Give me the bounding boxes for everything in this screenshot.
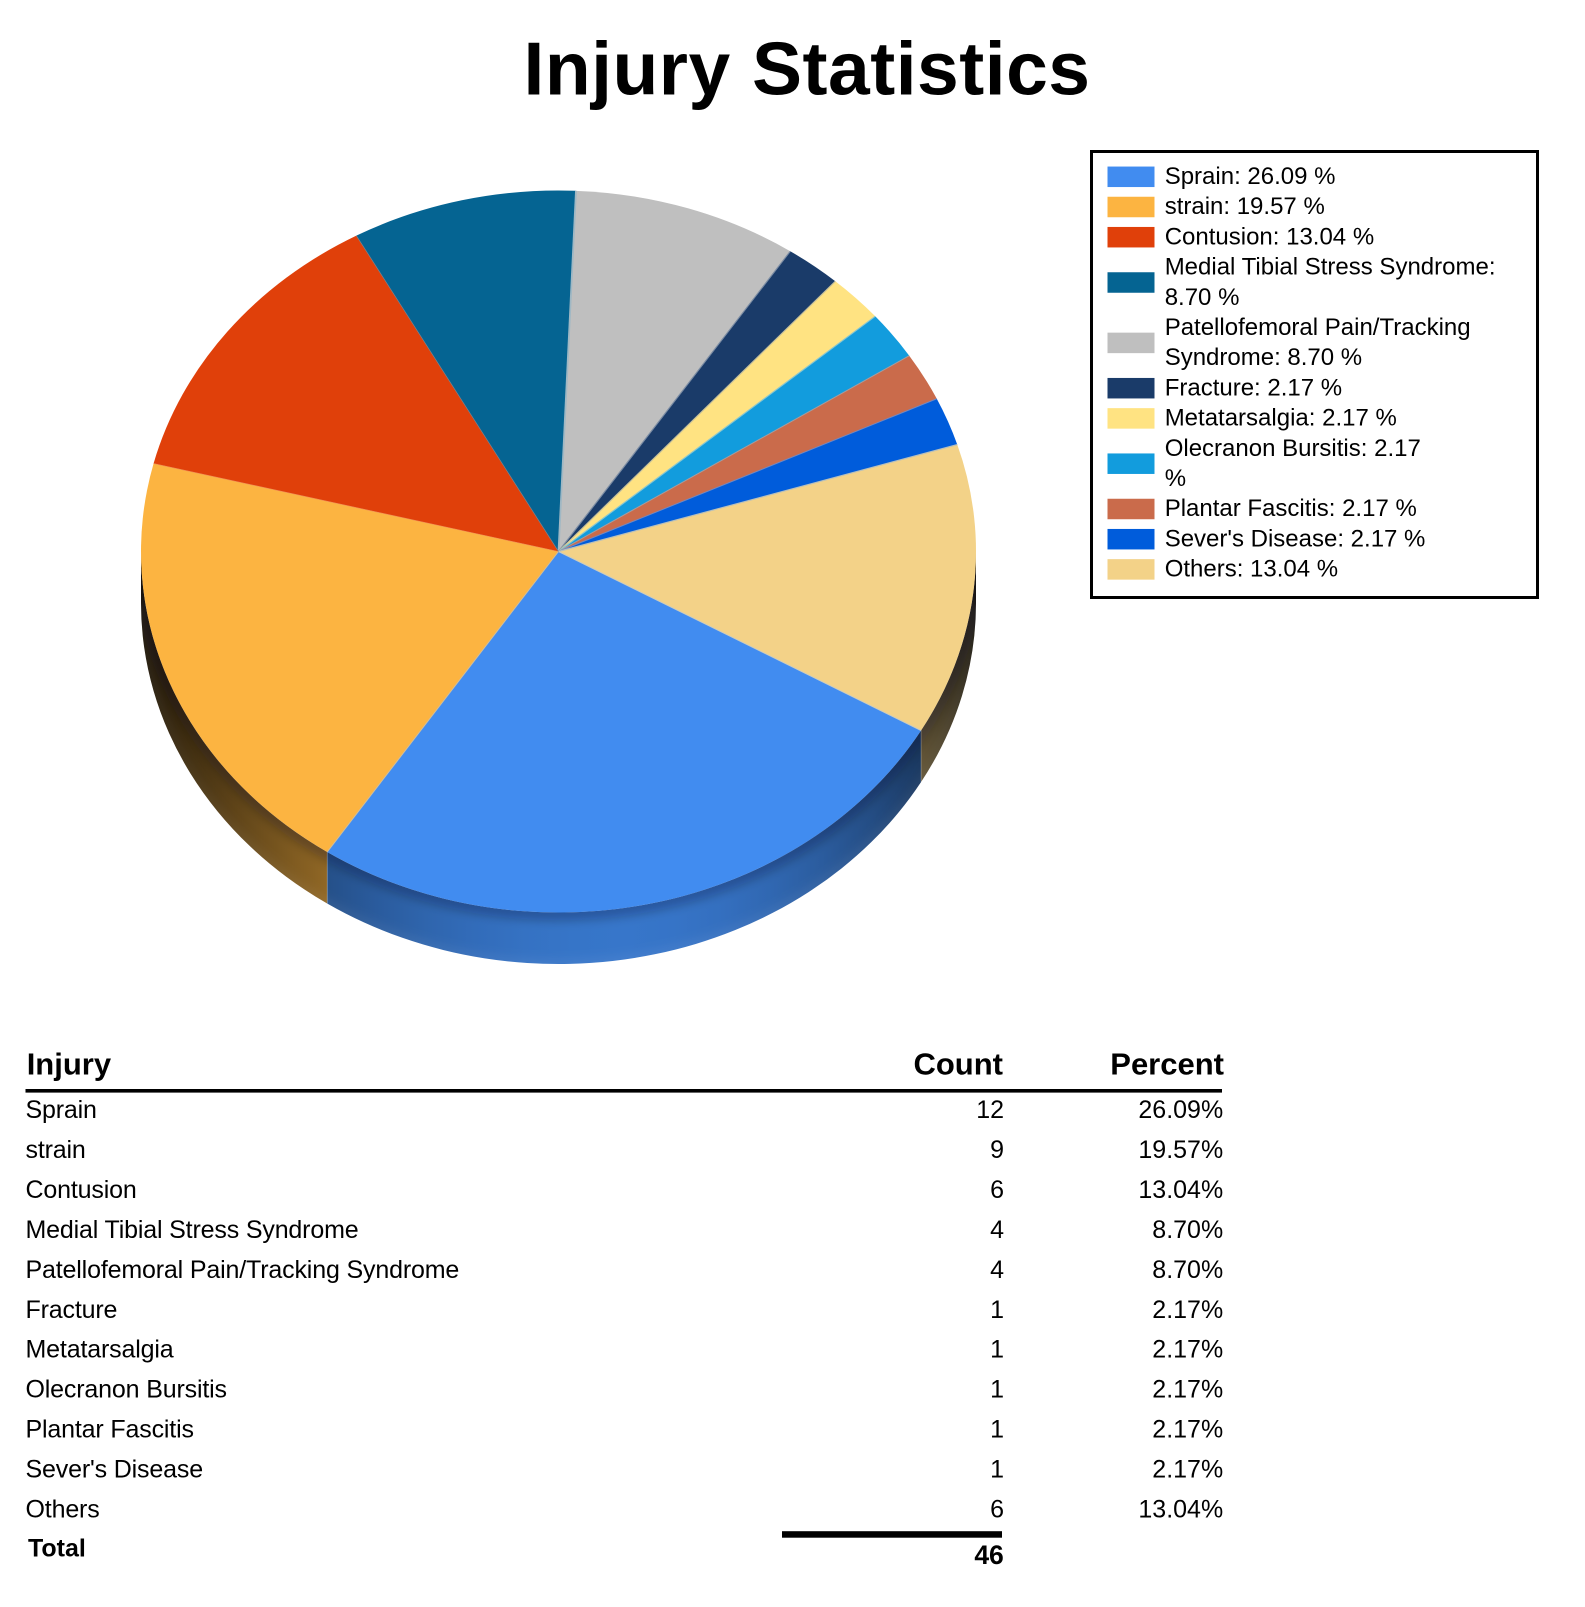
- svg-text:Sprain: Sprain: [26, 1096, 97, 1124]
- svg-text:Medial Tibial Stress Syndrome: Medial Tibial Stress Syndrome: [26, 1216, 359, 1244]
- svg-text:Metatarsalgia: Metatarsalgia: [26, 1336, 174, 1364]
- svg-text:6: 6: [990, 1176, 1004, 1204]
- svg-text:Sprain: 26.09 %: Sprain: 26.09 %: [1165, 163, 1336, 190]
- svg-text:46: 46: [974, 1540, 1003, 1570]
- svg-text:4: 4: [990, 1216, 1004, 1244]
- svg-text:12: 12: [976, 1096, 1004, 1124]
- svg-text:9: 9: [990, 1136, 1004, 1164]
- svg-text:Total: Total: [28, 1535, 86, 1563]
- svg-text:2.17%: 2.17%: [1152, 1296, 1223, 1324]
- svg-text:8.70%: 8.70%: [1152, 1216, 1223, 1244]
- svg-text:%: %: [1165, 465, 1186, 492]
- svg-text:Injury Statistics: Injury Statistics: [523, 27, 1090, 111]
- svg-text:Olecranon Bursitis: Olecranon Bursitis: [26, 1376, 227, 1404]
- svg-text:26.09%: 26.09%: [1138, 1096, 1223, 1124]
- svg-text:2.17%: 2.17%: [1152, 1456, 1223, 1484]
- svg-text:13.04%: 13.04%: [1138, 1496, 1223, 1524]
- svg-text:Patellofemoral Pain/Tracking: Patellofemoral Pain/Tracking: [1165, 314, 1471, 341]
- svg-text:8.70%: 8.70%: [1152, 1256, 1223, 1284]
- svg-text:Contusion: 13.04 %: Contusion: 13.04 %: [1165, 223, 1374, 250]
- svg-text:6: 6: [990, 1496, 1004, 1524]
- svg-text:Syndrome: 8.70 %: Syndrome: 8.70 %: [1165, 344, 1362, 371]
- svg-text:Patellofemoral Pain/Tracking S: Patellofemoral Pain/Tracking Syndrome: [26, 1256, 460, 1284]
- svg-text:4: 4: [990, 1256, 1004, 1284]
- svg-text:2.17%: 2.17%: [1152, 1376, 1223, 1404]
- svg-text:strain: strain: [26, 1136, 86, 1164]
- svg-text:1: 1: [990, 1296, 1004, 1324]
- svg-text:Plantar Fascitis: Plantar Fascitis: [26, 1416, 194, 1444]
- svg-text:8.70 %: 8.70 %: [1165, 284, 1240, 311]
- svg-text:Others: Others: [26, 1496, 100, 1524]
- svg-text:Count: Count: [913, 1047, 1003, 1082]
- svg-text:2.17%: 2.17%: [1152, 1416, 1223, 1444]
- svg-text:1: 1: [990, 1456, 1004, 1484]
- svg-text:Contusion: Contusion: [26, 1176, 137, 1204]
- svg-text:Fracture: 2.17 %: Fracture: 2.17 %: [1165, 374, 1342, 401]
- svg-text:1: 1: [990, 1416, 1004, 1444]
- svg-text:2.17%: 2.17%: [1152, 1336, 1223, 1364]
- svg-text:19.57%: 19.57%: [1138, 1136, 1223, 1164]
- svg-text:Olecranon Bursitis: 2.17: Olecranon Bursitis: 2.17: [1165, 435, 1421, 462]
- svg-text:Sever's Disease: 2.17 %: Sever's Disease: 2.17 %: [1165, 525, 1426, 552]
- svg-text:Plantar Fascitis: 2.17 %: Plantar Fascitis: 2.17 %: [1165, 495, 1417, 522]
- svg-text:Percent: Percent: [1110, 1047, 1224, 1082]
- svg-text:1: 1: [990, 1376, 1004, 1404]
- svg-text:strain: 19.57 %: strain: 19.57 %: [1165, 193, 1325, 220]
- svg-text:Fracture: Fracture: [26, 1296, 118, 1324]
- svg-text:1: 1: [990, 1336, 1004, 1364]
- svg-text:13.04%: 13.04%: [1138, 1176, 1223, 1204]
- svg-text:Metatarsalgia: 2.17 %: Metatarsalgia: 2.17 %: [1165, 405, 1397, 432]
- svg-text:Injury: Injury: [27, 1047, 112, 1082]
- svg-text:Others: 13.04 %: Others: 13.04 %: [1165, 556, 1338, 583]
- svg-text:Medial Tibial Stress Syndrome:: Medial Tibial Stress Syndrome:: [1165, 254, 1496, 281]
- svg-text:Sever's Disease: Sever's Disease: [26, 1456, 203, 1484]
